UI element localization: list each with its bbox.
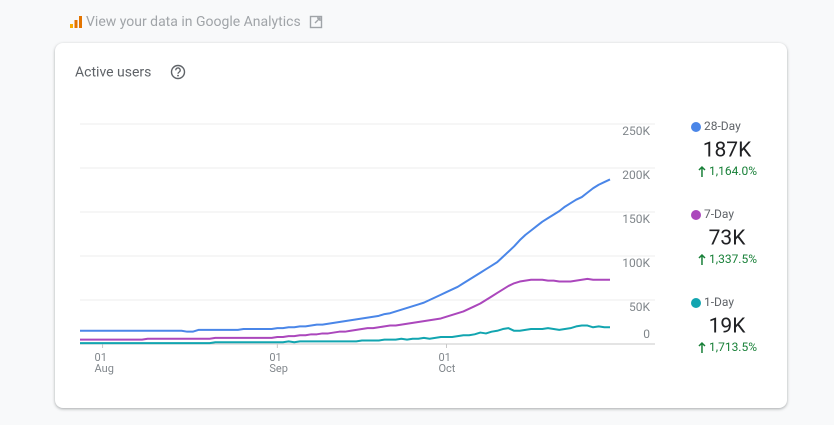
x-tick-label: 01 [438,351,450,364]
chart: Active users 050K100K150K200K250K01Aug01… [75,64,757,375]
legend-change: 1,337.5% [709,252,757,266]
legend-dot [691,298,701,308]
analytics-link-text[interactable]: View your data in Google Analytics [86,14,301,30]
y-tick-label: 50K [629,300,650,314]
x-tick-label: Oct [438,362,455,375]
x-tick-label: Sep [269,362,288,375]
legend-name: 7-Day [704,207,734,221]
card: Active users 0 50K 100K 150K 200K 250K 01 Aug 01… [55,43,787,408]
change-arrow [698,253,706,265]
x-tick-label: 01 [95,351,107,364]
legend-change: 1,713.5% [709,340,757,354]
legend-latest: 187K [703,139,752,163]
analytics-icon [70,16,82,28]
series-line [80,178,611,333]
y-tick-label: 100K [622,256,650,270]
y-tick-label: 0 [643,327,650,341]
help-icon[interactable] [170,64,186,80]
chart-title: Active users [75,65,151,81]
legend-dot [691,210,701,220]
legend-latest: 19K [709,315,747,339]
legend-dot [691,122,701,132]
legend-name: 28-Day [704,119,741,133]
legend-name: 1-Day [704,295,734,309]
x-tick-label: 01 [269,351,281,364]
legend-latest: 73K [709,227,747,251]
x-tick-label: Aug [95,362,114,375]
external-link-icon [309,15,322,29]
legend-change: 1,164.0% [709,164,757,178]
series-line [80,324,610,345]
analytics-link[interactable]: View your data in Google Analytics [70,12,323,32]
series-line [80,277,610,341]
y-tick-label: 250K [622,124,650,138]
y-tick-label: 200K [622,168,650,182]
y-tick-label: 150K [622,212,650,226]
change-arrow [698,165,706,177]
change-arrow [698,341,706,353]
